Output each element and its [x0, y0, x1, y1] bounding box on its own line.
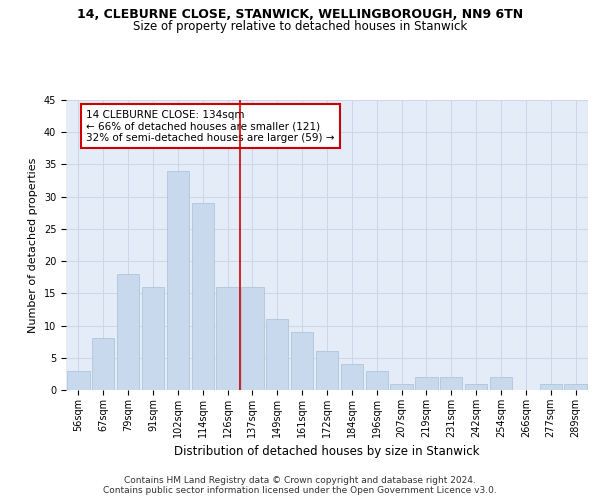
Bar	[490, 377, 512, 390]
Text: Size of property relative to detached houses in Stanwick: Size of property relative to detached ho…	[133, 20, 467, 33]
Bar	[142, 287, 164, 390]
Bar	[565, 384, 587, 390]
Bar	[341, 364, 363, 390]
Y-axis label: Number of detached properties: Number of detached properties	[28, 158, 38, 332]
Bar	[67, 370, 89, 390]
Bar	[291, 332, 313, 390]
Bar	[440, 377, 463, 390]
Text: Contains HM Land Registry data © Crown copyright and database right 2024.
Contai: Contains HM Land Registry data © Crown c…	[103, 476, 497, 495]
Bar	[167, 171, 189, 390]
Bar	[391, 384, 413, 390]
Text: 14 CLEBURNE CLOSE: 134sqm
← 66% of detached houses are smaller (121)
32% of semi: 14 CLEBURNE CLOSE: 134sqm ← 66% of detac…	[86, 110, 334, 143]
Bar	[266, 319, 289, 390]
Bar	[365, 370, 388, 390]
Bar	[217, 287, 239, 390]
X-axis label: Distribution of detached houses by size in Stanwick: Distribution of detached houses by size …	[174, 446, 480, 458]
Text: 14, CLEBURNE CLOSE, STANWICK, WELLINGBOROUGH, NN9 6TN: 14, CLEBURNE CLOSE, STANWICK, WELLINGBOR…	[77, 8, 523, 20]
Bar	[241, 287, 263, 390]
Bar	[415, 377, 437, 390]
Bar	[539, 384, 562, 390]
Bar	[316, 352, 338, 390]
Bar	[465, 384, 487, 390]
Bar	[92, 338, 115, 390]
Bar	[117, 274, 139, 390]
Bar	[191, 203, 214, 390]
